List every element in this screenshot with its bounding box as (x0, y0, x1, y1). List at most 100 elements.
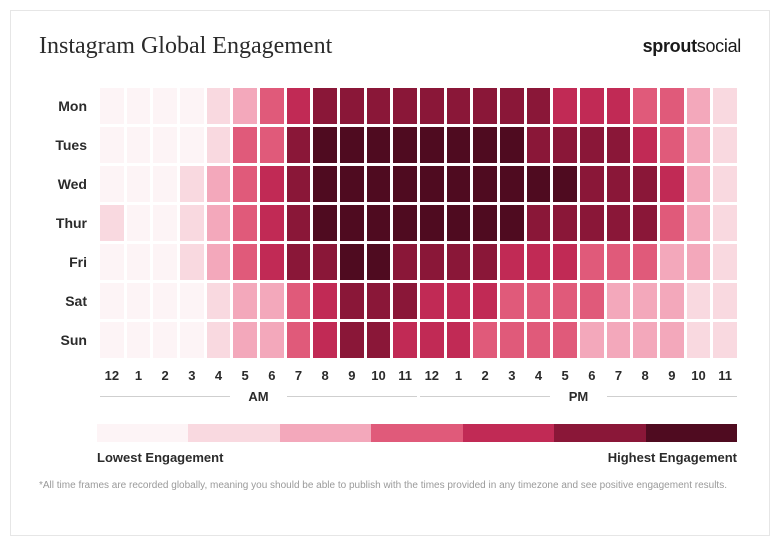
heat-cell (607, 127, 631, 163)
heat-cell (393, 166, 417, 202)
heat-cell (100, 166, 124, 202)
heat-cell (207, 244, 231, 280)
heat-cell (287, 127, 311, 163)
legend-bar (97, 424, 737, 442)
heat-cell (340, 127, 364, 163)
heat-cell (153, 322, 177, 358)
heat-cell (420, 127, 444, 163)
hour-tick: 7 (287, 368, 311, 383)
heat-cell (100, 205, 124, 241)
heat-cell (633, 127, 657, 163)
day-label: Tues (43, 127, 97, 163)
heat-cell (553, 166, 577, 202)
day-label: Fri (43, 244, 97, 280)
heat-cell (287, 283, 311, 319)
heat-cell (393, 322, 417, 358)
heat-cell (100, 127, 124, 163)
heat-cell (633, 166, 657, 202)
hour-tick: 12 (100, 368, 124, 383)
brand-logo: sproutsocial (643, 36, 741, 57)
hour-tick: 10 (367, 368, 391, 383)
heat-cell (260, 244, 284, 280)
hour-tick: 5 (553, 368, 577, 383)
heat-cell (607, 166, 631, 202)
heat-cell (313, 205, 337, 241)
heat-cell (713, 166, 737, 202)
hour-tick: 6 (260, 368, 284, 383)
period-label: PM (553, 389, 603, 404)
heat-cell (553, 205, 577, 241)
heat-cell (447, 88, 471, 124)
heat-cell (233, 283, 257, 319)
heat-cell (447, 244, 471, 280)
hour-tick: 10 (687, 368, 711, 383)
heat-cell (233, 244, 257, 280)
heat-cell (713, 283, 737, 319)
heat-cell (100, 244, 124, 280)
heat-cell (527, 205, 551, 241)
heat-cell (713, 205, 737, 241)
period-row: AM PM (43, 389, 737, 404)
heat-cell (340, 166, 364, 202)
heat-cell (660, 322, 684, 358)
heatmap-grid: MonTuesWedThurFriSatSun (43, 88, 737, 358)
heat-cell (127, 205, 151, 241)
heat-cell (473, 244, 497, 280)
hour-tick: 4 (207, 368, 231, 383)
hour-tick: 4 (527, 368, 551, 383)
heat-cell (607, 205, 631, 241)
heat-cell (687, 244, 711, 280)
heat-cell (633, 88, 657, 124)
heat-cell (313, 244, 337, 280)
heat-cell (340, 283, 364, 319)
heat-cell (153, 205, 177, 241)
heat-cell (420, 244, 444, 280)
heat-cell (340, 244, 364, 280)
heat-cell (447, 205, 471, 241)
heat-cell (660, 244, 684, 280)
heat-cell (233, 322, 257, 358)
period-label: AM (233, 389, 283, 404)
heat-cell (393, 205, 417, 241)
heat-cell (127, 88, 151, 124)
heat-cell (340, 322, 364, 358)
heat-cell (153, 166, 177, 202)
heat-cell (100, 88, 124, 124)
hour-tick: 11 (393, 368, 417, 383)
heat-cell (127, 127, 151, 163)
heat-cell (527, 244, 551, 280)
period-line (420, 396, 550, 397)
heat-cell (500, 88, 524, 124)
heat-cell (287, 88, 311, 124)
heat-cell (367, 205, 391, 241)
hour-tick: 9 (660, 368, 684, 383)
hour-tick: 6 (580, 368, 604, 383)
heat-cell (340, 88, 364, 124)
heat-cell (660, 166, 684, 202)
heat-cell (687, 322, 711, 358)
footnote: *All time frames are recorded globally, … (39, 479, 741, 492)
day-label: Sat (43, 283, 97, 319)
day-label: Mon (43, 88, 97, 124)
x-axis: 121234567891011121234567891011 (43, 368, 737, 383)
hour-tick: 3 (500, 368, 524, 383)
brand-light: social (697, 36, 741, 56)
heat-cell (180, 322, 204, 358)
hour-tick: 12 (420, 368, 444, 383)
heat-cell (127, 322, 151, 358)
heat-cell (207, 166, 231, 202)
heat-cell (100, 283, 124, 319)
heat-cell (127, 166, 151, 202)
heat-cell (553, 127, 577, 163)
heat-cell (233, 205, 257, 241)
heat-cell (500, 166, 524, 202)
heat-cell (207, 283, 231, 319)
day-label: Wed (43, 166, 97, 202)
heat-cell (260, 205, 284, 241)
legend-segment (188, 424, 279, 442)
period-line (287, 396, 417, 397)
legend-segment (371, 424, 462, 442)
heat-cell (367, 244, 391, 280)
heat-cell (153, 283, 177, 319)
heat-cell (713, 244, 737, 280)
